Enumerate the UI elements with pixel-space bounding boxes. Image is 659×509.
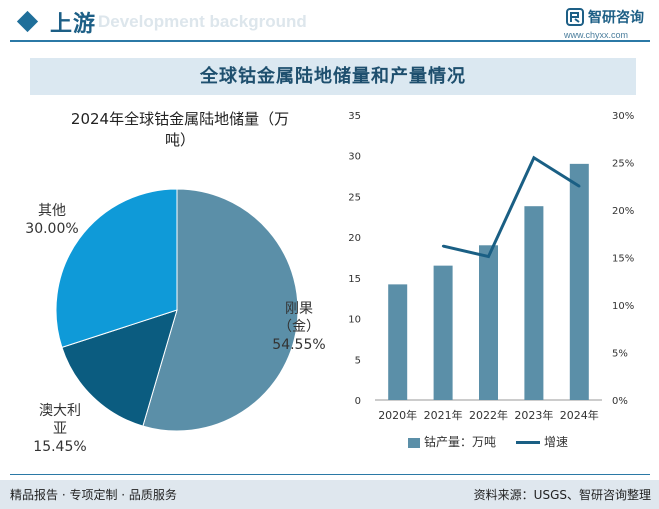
y-right-tick-label: 25%: [612, 159, 634, 170]
chart-banner: 全球钴金属陆地储量和产量情况: [30, 58, 636, 95]
y-left-tick-label: 15: [348, 274, 361, 285]
brand-logo-icon: [566, 8, 584, 26]
legend-item-growth: 增速: [516, 433, 568, 451]
x-tick-label: 2023年: [514, 408, 553, 422]
y-right-tick-label: 0%: [612, 396, 628, 407]
x-tick-label: 2024年: [560, 408, 599, 422]
y-left-tick-label: 30: [348, 152, 361, 163]
pie-label-congo-line2: （金）: [278, 319, 320, 335]
source-divider: [10, 474, 650, 475]
header-background-text: Development background: [98, 12, 307, 31]
line-growth-point: [578, 185, 581, 188]
y-left-tick-label: 35: [348, 111, 361, 122]
pie-slice-congo: [142, 188, 299, 432]
header-title: 上游: [50, 12, 97, 37]
header-diamond-icon: [16, 10, 39, 33]
banner-title: 全球钴金属陆地储量和产量情况: [200, 66, 466, 87]
pie-label-australia-line2: 亚: [53, 421, 67, 437]
brand-logo: 智研咨询 www.chyxx.com: [562, 6, 657, 40]
pie-label-congo-line1: 刚果: [285, 301, 313, 317]
line-growth-point: [487, 255, 490, 258]
bar-production: [569, 163, 589, 400]
x-tick-label: 2022年: [469, 408, 508, 422]
y-right-tick-label: 10%: [612, 301, 634, 312]
pie-label-australia: 澳大利 亚 15.45%: [28, 402, 92, 456]
line-growth: [442, 155, 581, 259]
y-left-tick-label: 25: [348, 192, 361, 203]
y-left-tick-label: 0: [355, 396, 361, 407]
line-growth-point: [532, 156, 536, 159]
y-right-tick-label: 5%: [612, 349, 628, 360]
bar-production: [388, 284, 408, 400]
legend-label-growth: 增速: [544, 435, 569, 449]
x-tick-label: 2021年: [424, 408, 463, 422]
pie-chart: [55, 188, 299, 432]
pie-chart-title: 2024年全球钴金属陆地储量（万吨）: [70, 110, 290, 149]
pie-value-australia: 15.45%: [33, 439, 87, 455]
line-growth-point: [441, 244, 445, 248]
data-source: 资料来源：USGS、智研咨询整理: [473, 488, 651, 502]
legend-line-swatch: [516, 441, 540, 444]
bar-production: [433, 265, 453, 400]
page-header: Development background 上游 智研咨询 www.chyxx…: [0, 0, 659, 44]
legend-label-production: 钴产量：万吨: [424, 435, 497, 449]
y-right-tick-label: 30%: [612, 111, 634, 122]
page-footer: 精品报告 · 专项定制 · 品质服务 资料来源：USGS、智研咨询整理: [0, 480, 659, 509]
footer-tagline: 精品报告 · 专项定制 · 品质服务: [10, 488, 177, 502]
legend-bar-swatch: [408, 437, 420, 448]
pie-label-australia-line1: 澳大利: [39, 403, 81, 419]
pie-label-other: 其他 30.00%: [20, 202, 84, 238]
pie-slice-other: [55, 188, 178, 349]
y-right-tick-label: 20%: [612, 206, 634, 217]
bar-production: [524, 206, 544, 400]
brand-name: 智研咨询: [588, 10, 644, 26]
y-left-tick-label: 20: [348, 233, 361, 244]
y-right-tick-label: 15%: [612, 254, 634, 265]
y-left-tick-label: 5: [355, 355, 361, 366]
pie-value-congo: 54.55%: [272, 337, 326, 353]
legend-item-production: 钴产量：万吨: [408, 433, 496, 451]
header-divider: [10, 40, 650, 42]
chart-legend: 钴产量：万吨 增速: [398, 433, 638, 451]
pie-label-congo: 刚果 （金） 54.55%: [266, 300, 332, 354]
pie-label-other-line1: 其他: [38, 203, 66, 219]
x-tick-label: 2020年: [378, 408, 417, 422]
production-combo-chart: 0 5 10 15 20 25 30 35 0% 5% 10% 15% 20% 25% 30% 2020年 20…: [348, 111, 634, 422]
y-left-tick-label: 10: [348, 315, 361, 326]
bar-production: [479, 245, 498, 400]
pie-slice-australia: [61, 309, 178, 427]
brand-url: www.chyxx.com: [564, 30, 629, 40]
pie-value-other: 30.00%: [25, 221, 79, 237]
